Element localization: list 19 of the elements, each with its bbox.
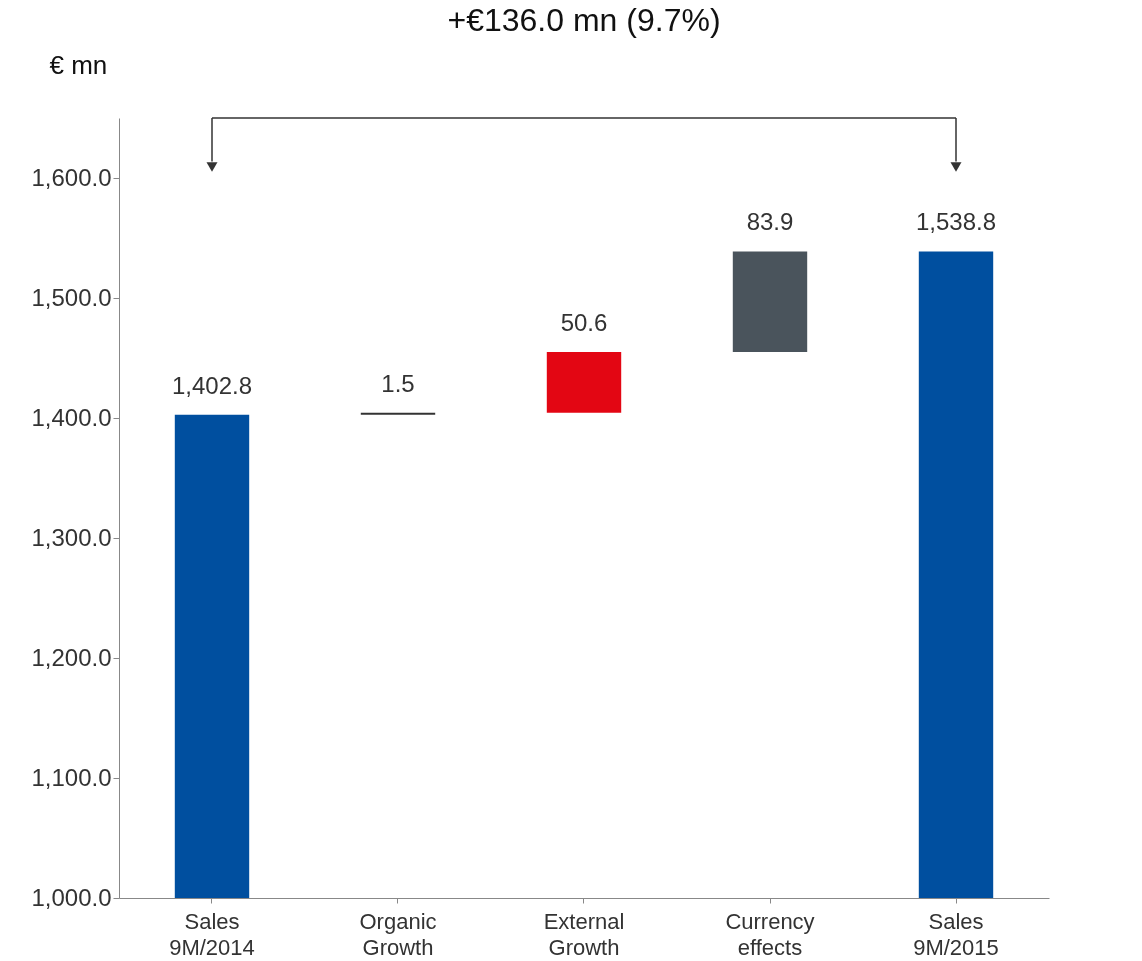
y-tick-label: 1,100.0 <box>31 763 112 791</box>
x-tick-label: External Growth <box>543 908 625 960</box>
y-tick-label: 1,500.0 <box>31 283 112 311</box>
y-tick-label: 1,200.0 <box>31 643 112 671</box>
x-tick-label: Sales 9M/2014 <box>169 908 255 960</box>
text: +€136.0 mn (9.7%) <box>447 2 721 38</box>
data-label: 50.6 <box>560 309 608 337</box>
y-tick-label: 1,600.0 <box>31 163 112 191</box>
data-label: 83.9 <box>746 208 794 236</box>
x-tick-label: Sales 9M/2015 <box>913 908 999 960</box>
y-tick-label: 1,000.0 <box>31 883 112 911</box>
data-label: 1,402.8 <box>171 371 253 399</box>
y-tick-label: 1,400.0 <box>31 403 112 431</box>
data-label: 1.5 <box>381 369 415 397</box>
x-tick-label: Currency effects <box>725 908 815 960</box>
y-axis-title: € mn <box>49 49 108 80</box>
x-tick-label: Organic Growth <box>359 908 437 960</box>
y-tick-label: 1,300.0 <box>31 523 112 551</box>
data-label: 1,538.8 <box>915 208 997 236</box>
